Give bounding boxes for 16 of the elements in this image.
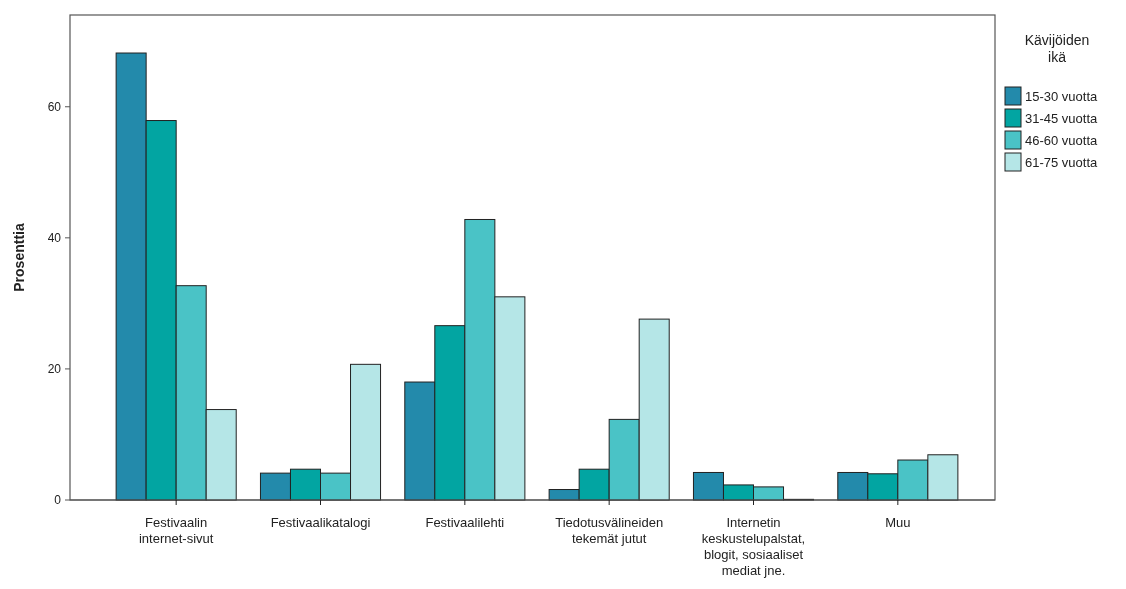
legend-title: Kävijöiden ikä xyxy=(1024,32,1090,65)
x-tick-label: Festivaalikatalogi xyxy=(270,515,371,530)
legend-label: 61-75 vuotta xyxy=(1025,154,1099,170)
x-tick-label: Festivaalin internet-sivut xyxy=(138,515,214,546)
y-tick-label: 0 xyxy=(54,493,62,508)
x-tick-label: Internetin keskustelupalstat, blogit, sosiaaliset mediat jne. xyxy=(701,515,806,578)
x-tick-label: Tiedotusvälineiden tekemät jutut xyxy=(555,515,664,546)
x-tick-label: Muu xyxy=(885,515,911,530)
y-tick-label: 60 xyxy=(47,99,62,114)
legend-label: 46-60 vuotta xyxy=(1025,132,1099,148)
y-axis-title: Prosenttia xyxy=(11,223,27,292)
y-tick-label: 40 xyxy=(47,231,62,246)
y-tick-label: 20 xyxy=(47,362,62,377)
legend-label: 15-30 vuotta xyxy=(1025,88,1099,104)
x-tick-label: Festivaalilehti xyxy=(425,515,505,530)
legend-label: 31-45 vuotta xyxy=(1025,110,1099,126)
